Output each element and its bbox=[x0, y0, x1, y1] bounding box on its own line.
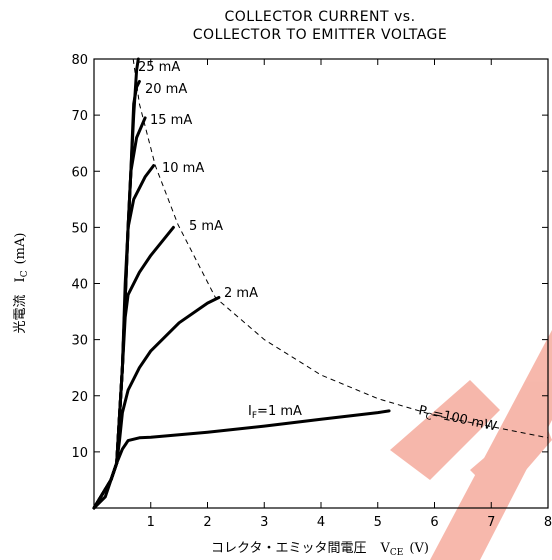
series-label: 15 mA bbox=[150, 113, 192, 128]
watermark-shape bbox=[390, 380, 500, 480]
x-tick-label: 2 bbox=[203, 515, 211, 530]
series-name: 25 mA bbox=[138, 60, 180, 75]
chart-title: COLLECTOR CURRENT vs. bbox=[224, 9, 415, 25]
x-tick-label: 6 bbox=[430, 515, 438, 530]
x-label-symbol: V bbox=[380, 541, 391, 556]
pc-symbol: P bbox=[417, 403, 428, 419]
x-tick-label: 3 bbox=[260, 515, 268, 530]
y-label-symbol: I bbox=[13, 277, 28, 282]
pc-subscript: C bbox=[424, 412, 432, 423]
if-symbol: I bbox=[248, 404, 252, 419]
x-tick-label: 8 bbox=[544, 515, 552, 530]
x-tick-label: 5 bbox=[374, 515, 382, 530]
y-tick-label: 70 bbox=[71, 109, 88, 124]
y-tick-label: 30 bbox=[71, 334, 88, 349]
x-label-unit: (V) bbox=[409, 541, 429, 556]
if-equals: = bbox=[257, 404, 268, 419]
series-name: 10 mA bbox=[162, 161, 204, 176]
curve bbox=[92, 225, 175, 510]
watermark-shape bbox=[430, 330, 552, 560]
series-label: 2 mA bbox=[224, 286, 258, 301]
y-tick-label: 50 bbox=[71, 221, 88, 236]
series-label: 10 mA bbox=[162, 161, 204, 176]
if-subscript: F bbox=[252, 411, 257, 421]
x-tick-label: 4 bbox=[317, 515, 325, 530]
y-label-unit: (mA) bbox=[13, 233, 28, 265]
series-name: 5 mA bbox=[189, 219, 223, 234]
y-tick-label: 40 bbox=[71, 278, 88, 293]
power-limit-curve bbox=[132, 58, 549, 439]
series-label: 5 mA bbox=[189, 219, 223, 234]
series-label: 25 mA bbox=[138, 60, 180, 75]
x-tick-label: 1 bbox=[147, 515, 155, 530]
x-axis-label: コレクタ・エミッタ間電圧 VCE (V) bbox=[211, 541, 429, 558]
watermark-shape bbox=[470, 410, 552, 500]
x-label-subscript: CE bbox=[390, 548, 403, 558]
series-name: 15 mA bbox=[150, 113, 192, 128]
series-name: 1 mA bbox=[268, 404, 302, 419]
series-name: 2 mA bbox=[224, 286, 258, 301]
x-label-text: コレクタ・エミッタ間電圧 bbox=[211, 541, 366, 556]
curve bbox=[92, 409, 391, 510]
chart-title: COLLECTOR TO EMITTER VOLTAGE bbox=[193, 27, 447, 43]
y-axis-label: 光電流 IC (mA) bbox=[13, 233, 30, 334]
y-tick-label: 20 bbox=[71, 390, 88, 405]
y-tick-label: 80 bbox=[71, 53, 88, 68]
x-tick-label: 7 bbox=[487, 515, 495, 530]
watermark bbox=[390, 330, 552, 560]
y-tick-label: 10 bbox=[71, 446, 88, 461]
y-tick-label: 60 bbox=[71, 165, 88, 180]
series-label: 20 mA bbox=[145, 82, 187, 97]
series-name: 20 mA bbox=[145, 82, 187, 97]
y-label-text: 光電流 bbox=[13, 294, 28, 333]
y-label-subscript: C bbox=[20, 270, 30, 277]
series-label: IF=1 mA bbox=[248, 404, 302, 421]
